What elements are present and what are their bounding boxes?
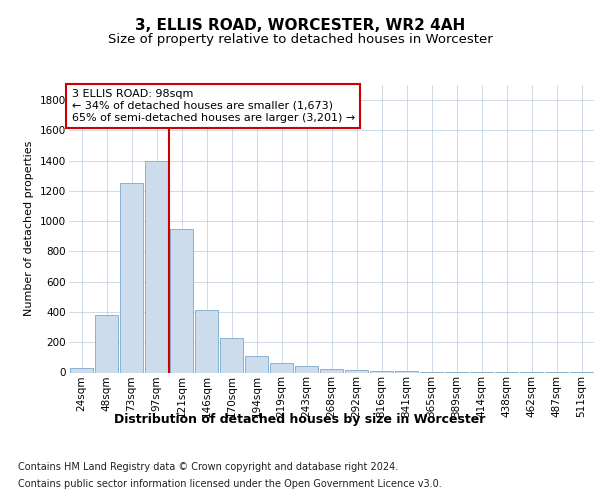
Bar bbox=[245, 356, 268, 372]
Bar bbox=[295, 366, 318, 372]
Y-axis label: Number of detached properties: Number of detached properties bbox=[25, 141, 34, 316]
Text: Distribution of detached houses by size in Worcester: Distribution of detached houses by size … bbox=[115, 412, 485, 426]
Bar bbox=[95, 315, 118, 372]
Bar bbox=[195, 310, 218, 372]
Bar bbox=[70, 368, 93, 372]
Text: Size of property relative to detached houses in Worcester: Size of property relative to detached ho… bbox=[107, 32, 493, 46]
Bar bbox=[220, 338, 243, 372]
Bar bbox=[120, 184, 143, 372]
Text: Contains public sector information licensed under the Open Government Licence v3: Contains public sector information licen… bbox=[18, 479, 442, 489]
Text: 3 ELLIS ROAD: 98sqm
← 34% of detached houses are smaller (1,673)
65% of semi-det: 3 ELLIS ROAD: 98sqm ← 34% of detached ho… bbox=[71, 90, 355, 122]
Text: Contains HM Land Registry data © Crown copyright and database right 2024.: Contains HM Land Registry data © Crown c… bbox=[18, 462, 398, 472]
Bar bbox=[370, 371, 393, 372]
Bar bbox=[145, 160, 168, 372]
Bar bbox=[170, 229, 193, 372]
Bar bbox=[270, 362, 293, 372]
Bar bbox=[320, 370, 343, 372]
Bar bbox=[345, 370, 368, 372]
Text: 3, ELLIS ROAD, WORCESTER, WR2 4AH: 3, ELLIS ROAD, WORCESTER, WR2 4AH bbox=[135, 18, 465, 32]
